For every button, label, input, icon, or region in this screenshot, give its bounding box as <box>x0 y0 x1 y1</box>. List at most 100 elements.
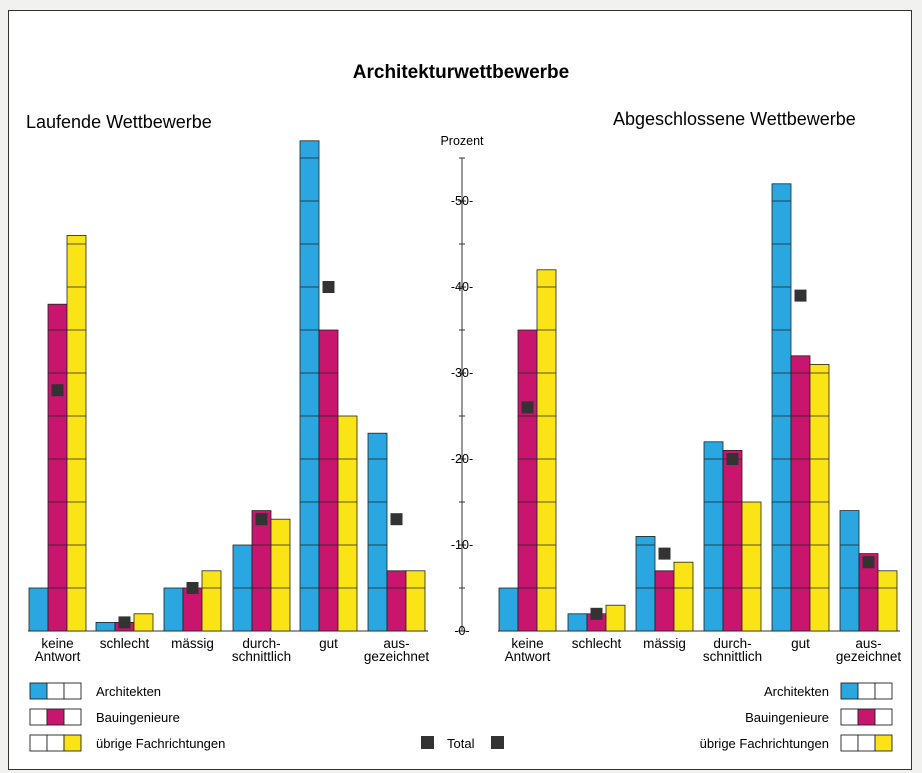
total-marker <box>390 513 403 526</box>
bar-rect <box>95 622 116 632</box>
bar <box>536 269 557 632</box>
total-marker <box>118 616 131 629</box>
bar <box>95 622 116 632</box>
legend-swatch-box <box>29 682 48 700</box>
legend-swatch-box <box>46 734 65 752</box>
right-panel-title: Abgeschlossene Wettbewerbe <box>613 109 856 129</box>
legend-swatch-box <box>840 682 859 700</box>
category-label: Antwort <box>35 649 81 664</box>
legend-swatch <box>29 682 82 700</box>
bar <box>673 561 694 632</box>
category-label: schnittlich <box>703 649 762 664</box>
y-tick-label: -40- <box>451 280 473 294</box>
category-label: gezeichnet <box>364 649 430 664</box>
total-legend-label: Total <box>447 736 475 751</box>
legend-swatch <box>29 708 82 726</box>
bar-rect <box>771 183 792 632</box>
y-tick-label: -30- <box>451 366 473 380</box>
total-marker <box>862 556 875 569</box>
bar-rect <box>536 269 557 632</box>
legend-swatch <box>840 682 893 700</box>
legend-swatch-box <box>874 708 893 726</box>
legend-label-right: übrige Fachrichtungen <box>700 736 829 751</box>
legend-label-left: Architekten <box>96 684 161 699</box>
bar-rect <box>790 355 811 632</box>
category-label: schlecht <box>572 636 622 651</box>
total-marker <box>658 547 671 560</box>
total-marker <box>590 607 603 620</box>
total-marker <box>521 401 534 414</box>
legend-swatch-box <box>29 708 48 726</box>
legend-swatch-box <box>840 708 859 726</box>
bar <box>66 234 87 632</box>
bar <box>877 570 898 632</box>
category-label: aus- <box>383 636 409 651</box>
total-marker <box>322 281 335 293</box>
bar <box>703 441 724 632</box>
bar-rect <box>877 570 898 632</box>
bar-rect <box>201 570 222 632</box>
legend-swatch-box <box>46 708 65 726</box>
bar <box>771 183 792 632</box>
category-label: gut <box>791 636 810 651</box>
bar-rect <box>251 510 272 632</box>
y-tick-label: -10- <box>451 538 473 552</box>
legend-swatch <box>840 708 893 726</box>
bar <box>28 587 49 632</box>
bar-rect <box>809 363 830 632</box>
bar <box>809 363 830 632</box>
category-label: schlecht <box>100 636 150 651</box>
bar-rect <box>386 570 407 632</box>
y-tick-label: -0- <box>454 624 469 638</box>
bar-rect <box>299 140 320 632</box>
legend-swatch-box <box>63 708 82 726</box>
bar-rect <box>605 604 626 632</box>
category-label: keine <box>511 636 543 651</box>
chart-frame <box>8 10 912 770</box>
legend-swatch-box <box>857 708 876 726</box>
bar <box>182 587 203 632</box>
chart-title: Architekturwettbewerbe <box>353 62 569 83</box>
bar-rect <box>133 613 154 632</box>
bar-rect <box>567 613 588 632</box>
legend-swatch-box <box>857 682 876 700</box>
category-label: gezeichnet <box>836 649 902 664</box>
bar <box>635 536 656 632</box>
bar <box>567 613 588 632</box>
bar <box>47 303 68 632</box>
legend-swatch <box>29 734 82 752</box>
category-label: mässig <box>171 636 214 651</box>
bar <box>251 510 272 632</box>
total-marker <box>255 513 268 526</box>
legend-swatch-box <box>857 734 876 752</box>
category-label: Antwort <box>505 649 551 664</box>
category-label: keine <box>41 636 73 651</box>
total-marker <box>726 453 739 465</box>
bar <box>498 587 519 632</box>
category-label: mässig <box>643 636 686 651</box>
legend-swatch-box <box>63 682 82 700</box>
left-panel-title: Laufende Wettbewerbe <box>26 112 212 132</box>
bar-rect <box>270 518 291 632</box>
bar-rect <box>318 329 339 632</box>
legend-swatch-box <box>874 734 893 752</box>
bar <box>367 432 388 632</box>
bar-rect <box>405 570 426 632</box>
bar-rect <box>703 441 724 632</box>
bar <box>270 518 291 632</box>
bar <box>201 570 222 632</box>
bar <box>232 544 253 632</box>
bar <box>605 604 626 632</box>
bar-rect <box>498 587 519 632</box>
category-label: durch- <box>713 636 751 651</box>
bar <box>790 355 811 632</box>
bar-rect <box>182 587 203 632</box>
bar <box>722 449 743 632</box>
bar-rect <box>673 561 694 632</box>
legend-swatch-box <box>63 734 82 752</box>
category-label: durch- <box>242 636 280 651</box>
y-tick-label: -50- <box>451 194 473 208</box>
bar <box>654 570 675 632</box>
bar-rect <box>66 234 87 632</box>
bar-rect <box>741 501 762 632</box>
